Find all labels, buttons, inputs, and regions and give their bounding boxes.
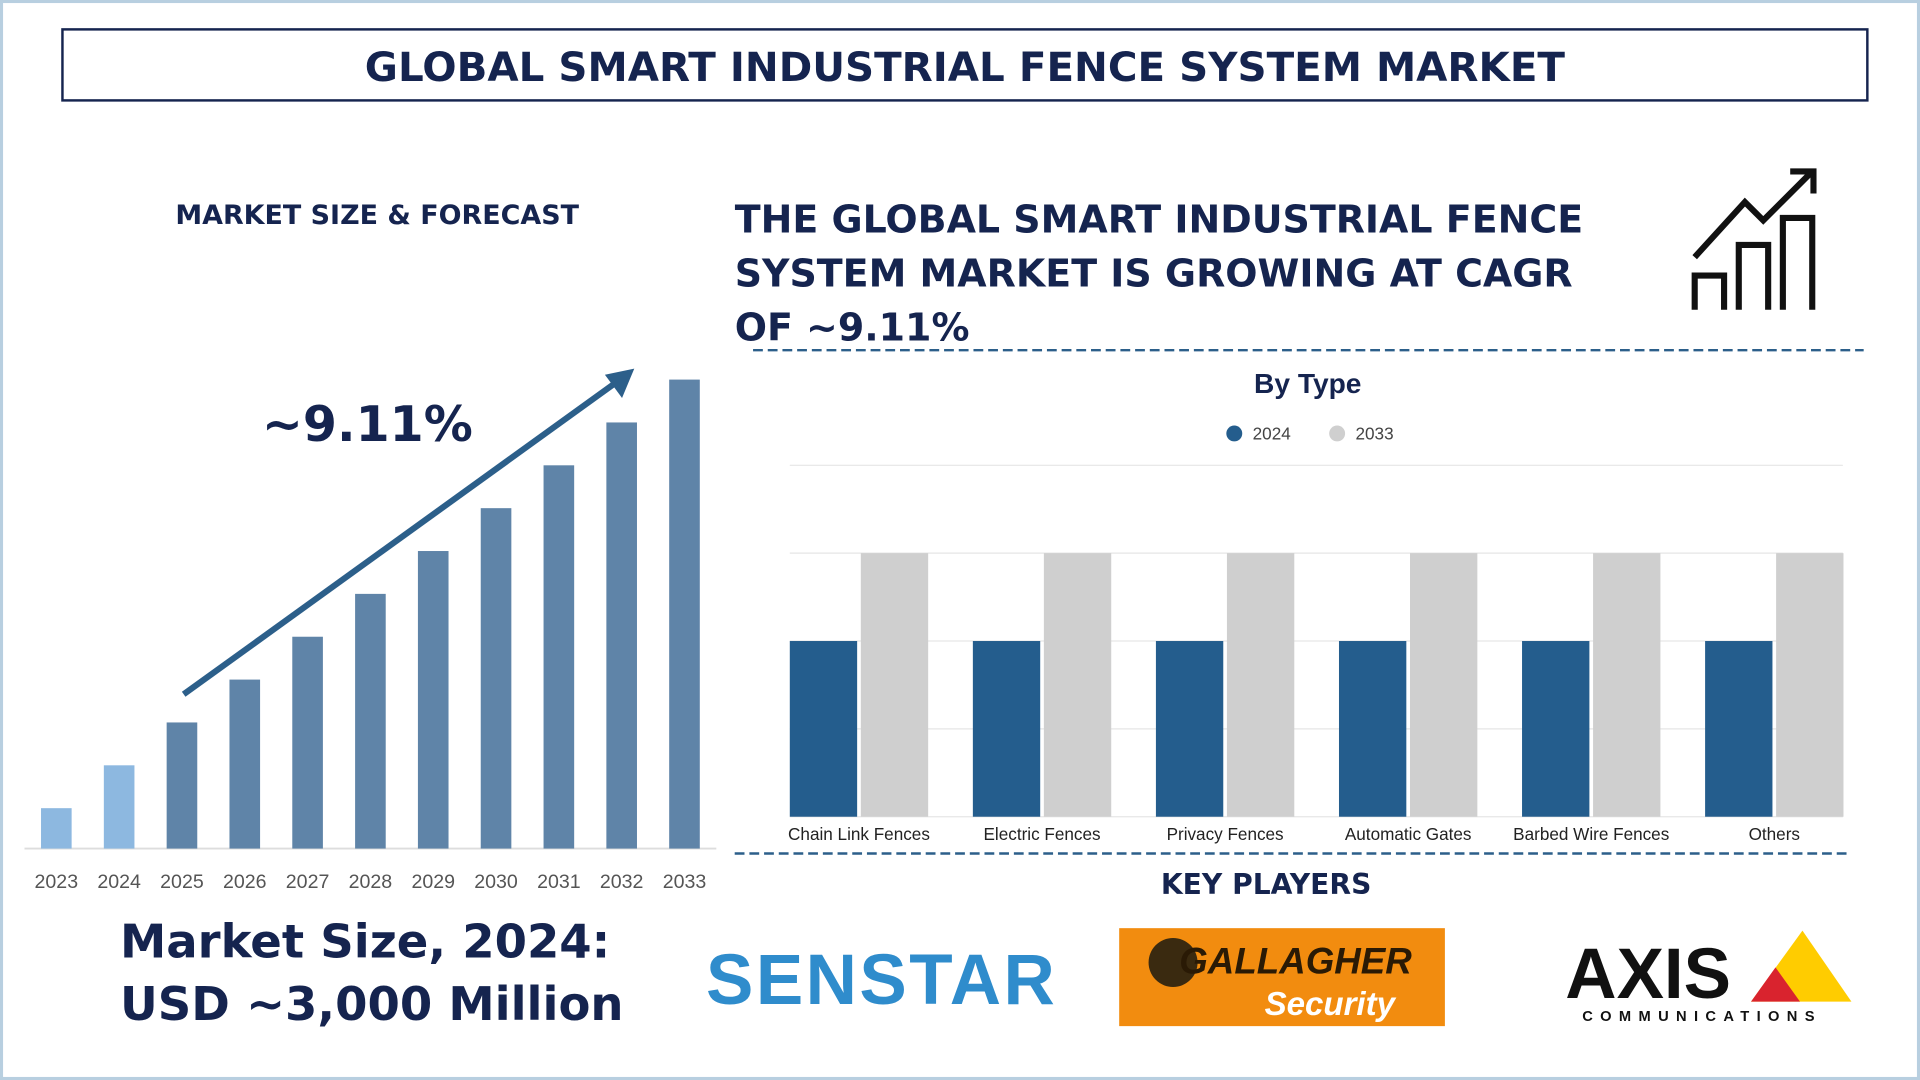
chart-title: By Type [1254,368,1361,399]
bar [1776,553,1844,817]
x-tick-label: Barbed Wire Fences [1513,824,1669,844]
x-tick-label: 2030 [474,871,518,893]
x-tick-label: Automatic Gates [1345,824,1472,844]
x-tick-label: 2032 [600,871,644,893]
x-tick-label: 2023 [35,871,79,893]
trend-arrow [181,378,621,697]
page-title: GLOBAL SMART INDUSTRIAL FENCE SYSTEM MAR… [365,43,1566,91]
logo-axis: AXIS [1565,935,1731,1014]
logo-gallagher: GALLAGHER [1179,940,1412,981]
bar [860,553,929,817]
bar [669,379,700,849]
key-players-heading: KEY PLAYERS [1161,868,1371,901]
trend-arrowhead [604,368,635,398]
logo-senstar: SENSTAR [706,941,1057,1020]
logo-axis-tagline: COMMUNICATIONS [1582,1009,1822,1025]
bar [972,641,1041,817]
bar [166,722,198,849]
x-tick-label: Privacy Fences [1167,824,1284,844]
logo-gallagher-emblem [1148,937,1198,987]
bar [355,593,386,849]
x-tick-label: Electric Fences [984,824,1101,844]
growth-icon [1691,168,1817,310]
legend-swatch [1329,425,1346,442]
bar [1705,641,1773,817]
bar [1043,553,1112,817]
legend-label: 2024 [1253,424,1292,444]
x-tick-label: 2028 [349,871,393,893]
x-tick-label: 2024 [97,871,141,893]
bar [480,508,512,849]
x-tick-label: 2029 [411,871,455,893]
bar [1410,553,1478,817]
forecast-heading: MARKET SIZE & FORECAST [175,200,579,231]
x-tick-label: 2025 [160,871,204,893]
market-size-line: Market Size, 2024: [120,915,610,969]
bar [1226,553,1295,817]
logo-gallagher-tagline: Security [1265,986,1397,1023]
headline-line: SYSTEM MARKET IS GROWING AT CAGR [735,252,1573,296]
bar [229,679,261,849]
bar [417,551,449,849]
bar [1522,641,1590,817]
annotation: ~9.11% [262,396,473,453]
bar [1338,641,1407,817]
x-tick-label: 2031 [537,871,581,893]
bar [1155,641,1224,817]
market-size-line: USD ~3,000 Million [120,977,624,1031]
bar [103,765,135,849]
legend-label: 2033 [1356,424,1394,444]
headline-line: OF ~9.11% [735,305,970,349]
bar [789,641,858,817]
bar [543,465,575,849]
x-tick-label: 2026 [223,871,267,893]
logo-axis-triangle-red [1751,967,1800,1002]
x-tick-label: 2033 [663,871,707,893]
x-tick-label: Chain Link Fences [788,824,930,844]
bar [41,808,72,849]
bar [292,636,323,849]
bar [1593,553,1661,817]
x-tick-label: Others [1749,824,1800,844]
x-tick-label: 2027 [286,871,330,893]
title-box [61,28,1869,102]
headline-line: THE GLOBAL SMART INDUSTRIAL FENCE [735,198,1583,242]
bar [606,422,637,849]
legend-swatch [1226,425,1243,442]
